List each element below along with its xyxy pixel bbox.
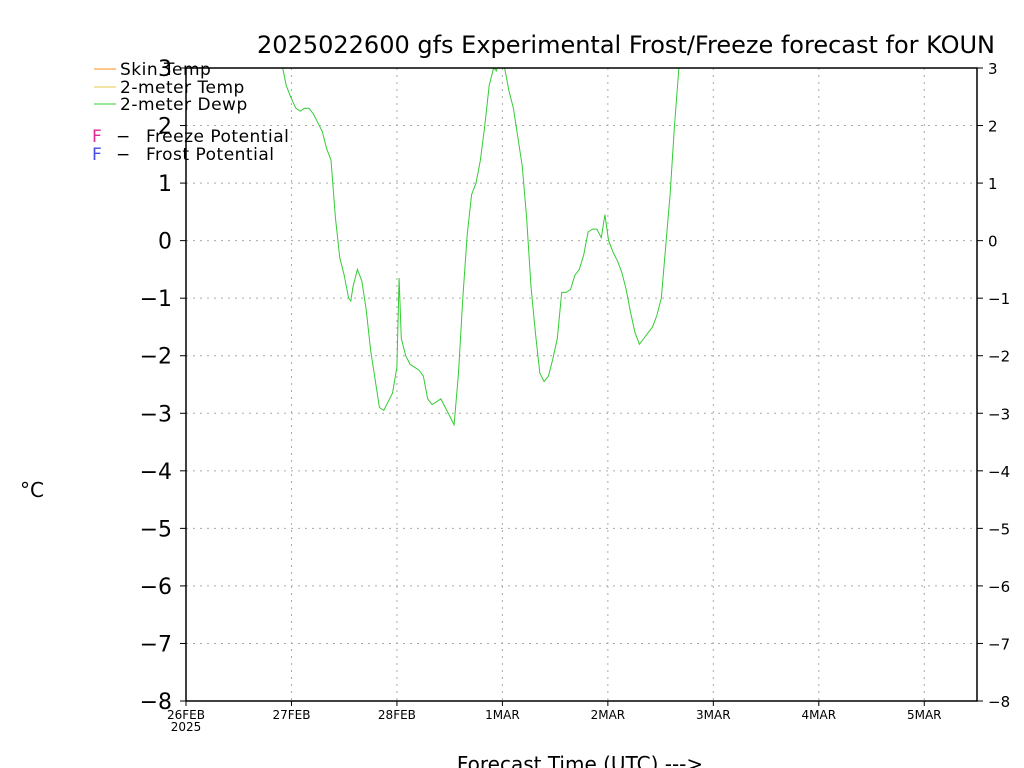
legend-label: Freeze Potential [146,127,289,147]
legend-marker: F [92,127,102,147]
x-tick-label: 26FEB [167,708,205,722]
legend-marker: F [92,145,102,165]
y-tick-label-right: −4 [988,463,1010,481]
legend-label: 2-meter Dewp [120,95,248,115]
y-tick-label-left: −3 [140,402,172,427]
x-tick-label: 4MAR [802,708,837,722]
legend-dash: − [116,145,130,165]
y-tick-label-right: −1 [988,290,1010,308]
y-axis: −8 −8 −7 −7 −6 −6 −5 −5 −4 −4 −3 −3 −2 −2 −1 −1 0 0 1 1 2 2 3 3 [140,57,1011,715]
y-tick-label-right: −3 [988,405,1010,423]
y-tick-label-left: −7 [140,632,172,657]
x-tick-label: 5MAR [907,708,942,722]
legend-label: 2-meter Temp [120,78,245,98]
x-axis-label: Forecast Time (UTC) ---> [457,752,703,768]
y-tick-label-left: −5 [140,517,172,542]
y-tick-label-left: −8 [140,690,172,715]
legend-dash: − [116,127,130,147]
series-layer [282,68,680,427]
x-tick-sublabel: 2025 [171,720,202,734]
x-tick-label: 27FEB [272,708,310,722]
x-tick-label: 1MAR [485,708,520,722]
y-tick-label-left: −6 [140,575,172,600]
y-tick-label-right: −7 [988,635,1010,653]
y-tick-label-right: −8 [988,693,1010,711]
y-tick-label-right: −5 [988,520,1010,538]
x-tick-label: 28FEB [378,708,416,722]
y-tick-label-right: 0 [988,233,998,251]
y-tick-label-right: −2 [988,348,1010,366]
y-tick-label-left: −2 [140,345,172,370]
y-axis-label: °C [20,478,44,502]
x-tick-label: 3MAR [696,708,731,722]
y-tick-label-right: 2 [988,118,998,136]
y-tick-label-right: 1 [988,175,998,193]
y-tick-label-left: 1 [158,172,172,197]
y-tick-label-right: 3 [988,60,998,78]
plot-frame [185,67,978,702]
chart-title: 2025022600 gfs Experimental Frost/Freeze… [257,31,995,59]
legend-label: Frost Potential [146,145,274,165]
y-tick-label-right: −6 [988,578,1010,596]
y-tick-label-left: 2 [158,115,172,140]
x-tick-label: 2MAR [591,708,626,722]
y-tick-label-left: 3 [158,57,172,82]
series-line-dewpoint [282,68,680,427]
grid [186,68,977,701]
y-tick-label-left: −4 [140,460,172,485]
legend-label: Skin Temp [120,60,211,80]
y-tick-label-left: 0 [158,230,172,255]
y-tick-label-left: −1 [140,287,172,312]
